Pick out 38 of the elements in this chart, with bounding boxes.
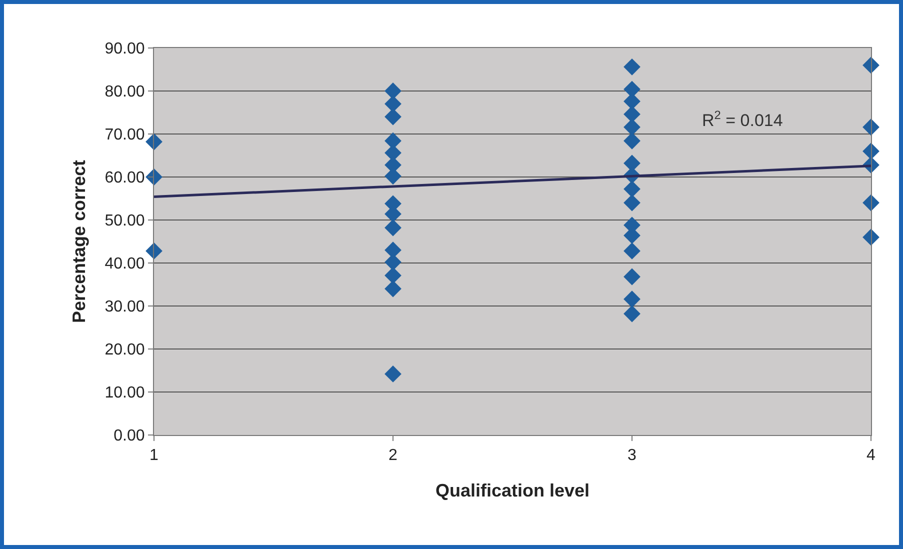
point bbox=[384, 82, 402, 100]
y-axis-title: Percentage correct bbox=[68, 160, 89, 324]
point bbox=[862, 56, 880, 74]
y-tick-label: 80.00 bbox=[104, 84, 145, 101]
y-tick-label: 60.00 bbox=[104, 170, 145, 187]
point bbox=[624, 58, 640, 76]
point bbox=[624, 180, 640, 198]
point bbox=[624, 290, 640, 308]
annotation: R$^{2}$ = 0.014 bbox=[702, 108, 783, 130]
point bbox=[384, 365, 402, 382]
point bbox=[384, 219, 402, 236]
point bbox=[624, 305, 640, 322]
y-tick-label: 40.00 bbox=[104, 256, 145, 273]
point bbox=[862, 118, 880, 136]
point bbox=[384, 108, 402, 126]
point bbox=[624, 268, 640, 286]
point bbox=[624, 242, 640, 260]
x-tick-label: 1 bbox=[150, 447, 159, 464]
x-tick-label: 3 bbox=[628, 447, 637, 464]
point bbox=[146, 133, 162, 150]
point bbox=[862, 194, 880, 212]
y-tick-label: 70.00 bbox=[104, 126, 145, 144]
x-tick-label: 4 bbox=[866, 447, 876, 464]
point bbox=[624, 118, 640, 136]
point bbox=[384, 267, 402, 284]
point bbox=[624, 194, 640, 212]
y-tick-label: 10.00 bbox=[104, 384, 145, 402]
y-tick-label: 0.00 bbox=[114, 428, 145, 445]
y-tick-label: 50.00 bbox=[104, 212, 145, 230]
y-tick-label: 20.00 bbox=[104, 342, 145, 359]
y-tick-label: 90.00 bbox=[104, 40, 145, 58]
point bbox=[384, 280, 402, 298]
point bbox=[624, 132, 640, 150]
y-tick-label: 30.00 bbox=[104, 298, 145, 316]
point bbox=[862, 228, 880, 246]
x-axis-title: Qualification level bbox=[435, 480, 590, 500]
x-tick-label: 2 bbox=[388, 447, 398, 464]
point bbox=[624, 106, 640, 123]
